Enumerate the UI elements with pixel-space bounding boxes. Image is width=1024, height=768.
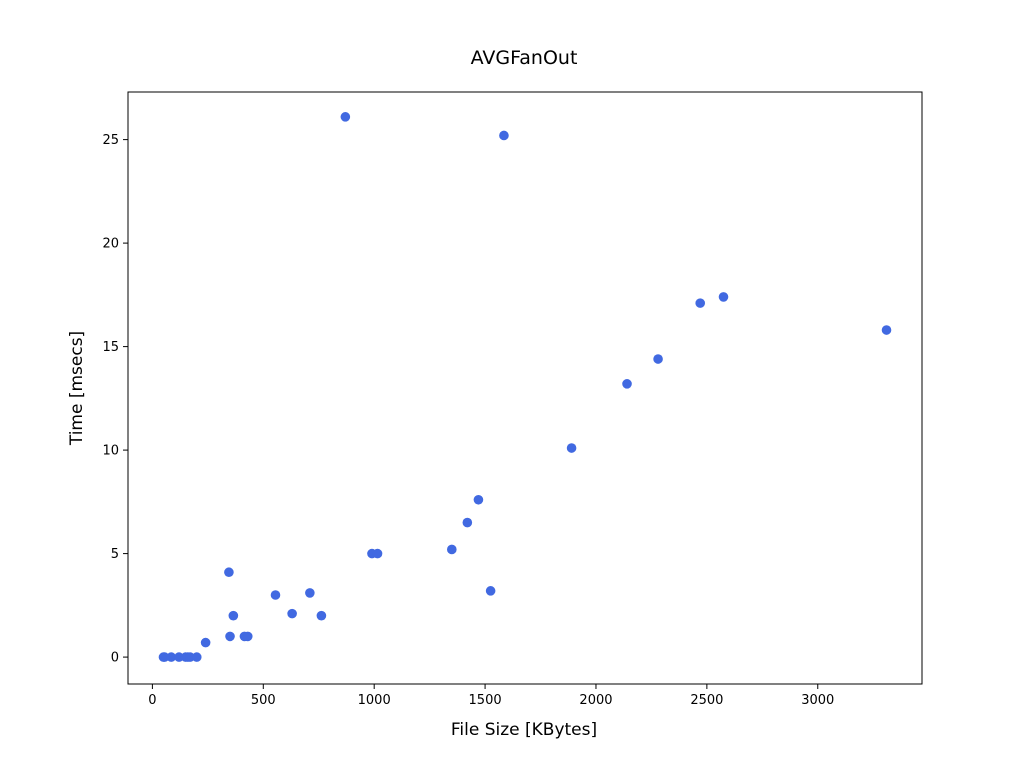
y-tick-label: 15 — [102, 340, 119, 355]
data-point — [174, 652, 184, 662]
data-point — [228, 610, 239, 621]
x-tick-label: 500 — [251, 693, 276, 708]
data-point — [881, 325, 892, 335]
data-point — [185, 652, 195, 662]
x-tick-label: 1000 — [358, 693, 391, 708]
data-point — [191, 652, 202, 662]
x-axis: 0 500 1000 1500 2000 2500 3000 — [148, 684, 834, 708]
data-point — [473, 494, 484, 505]
data-point — [200, 637, 211, 648]
x-tick-label: 1500 — [469, 693, 502, 708]
data-point — [447, 544, 457, 555]
x-tick-label: 2500 — [690, 693, 723, 708]
data-point — [159, 652, 170, 662]
data-point — [566, 443, 577, 453]
y-tick-label: 20 — [102, 237, 119, 252]
y-tick-label: 10 — [102, 444, 119, 459]
data-point — [225, 631, 235, 642]
data-point — [372, 548, 383, 559]
data-point — [653, 354, 663, 364]
data-point — [695, 298, 706, 308]
data-point — [316, 610, 327, 621]
data-point — [242, 631, 253, 642]
data-point — [287, 608, 297, 619]
chart-title: AVGFanOut — [471, 47, 578, 69]
data-point — [718, 292, 729, 302]
x-tick-label: 2000 — [579, 693, 612, 708]
data-point — [166, 652, 177, 662]
y-tick-label: 0 — [111, 651, 119, 666]
y-tick-label: 5 — [111, 547, 119, 562]
data-points — [158, 112, 892, 662]
x-tick-label: 0 — [148, 693, 156, 708]
x-axis-label: File Size [KBytes] — [451, 720, 597, 740]
y-tick-label: 25 — [102, 133, 119, 148]
data-point — [499, 130, 509, 141]
data-point — [485, 586, 496, 596]
y-axis: 0 5 10 15 20 25 — [102, 133, 128, 666]
y-axis-label: Time [msecs] — [67, 331, 87, 446]
data-point — [305, 588, 315, 598]
data-point — [462, 517, 473, 528]
data-point — [224, 567, 234, 578]
plot-area — [127, 91, 923, 685]
data-point — [340, 112, 351, 122]
x-tick-label: 3000 — [801, 693, 834, 708]
data-point — [622, 379, 632, 389]
data-point — [270, 590, 281, 600]
